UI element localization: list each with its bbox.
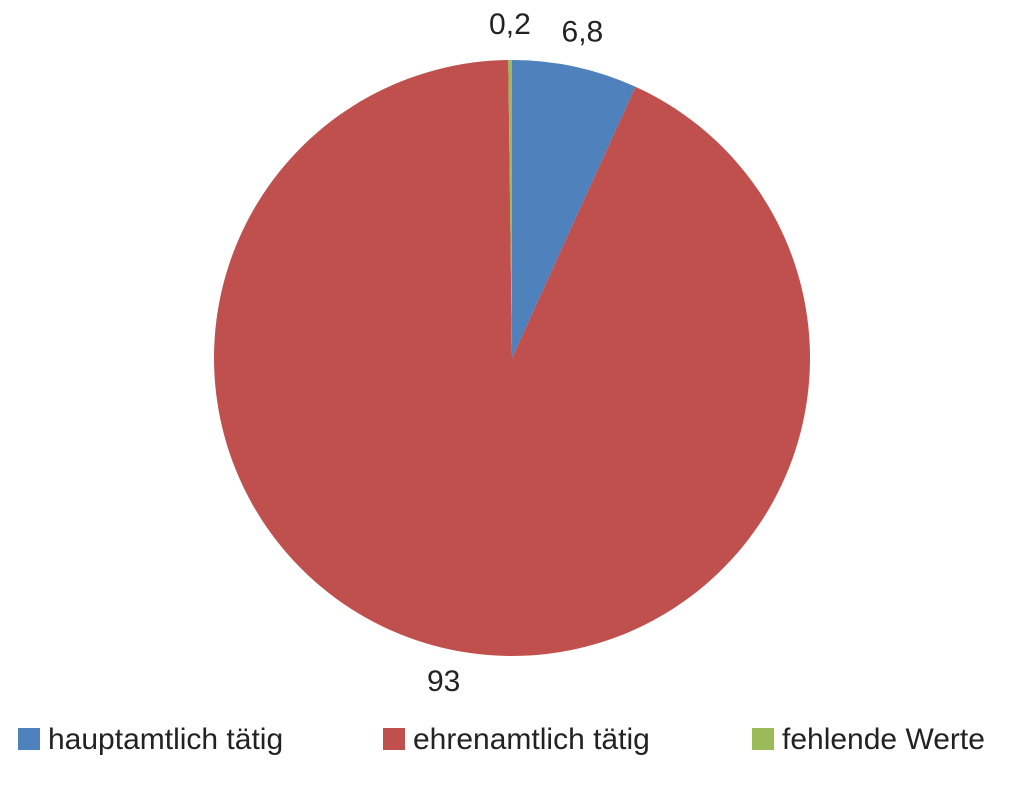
- legend-swatch: [18, 728, 40, 750]
- data-label: 93: [427, 665, 460, 698]
- data-label: 0,2: [489, 8, 531, 41]
- data-label: 6,8: [562, 15, 604, 48]
- legend-swatch: [383, 728, 405, 750]
- pie-slice: [512, 60, 636, 358]
- pie-slice: [508, 60, 512, 358]
- legend-swatch: [752, 728, 774, 750]
- legend-label: ehrenamtlich tätig: [413, 723, 650, 756]
- legend-label: fehlende Werte: [782, 723, 985, 756]
- legend-label: hauptamtlich tätig: [48, 723, 283, 756]
- pie-slice: [214, 60, 811, 656]
